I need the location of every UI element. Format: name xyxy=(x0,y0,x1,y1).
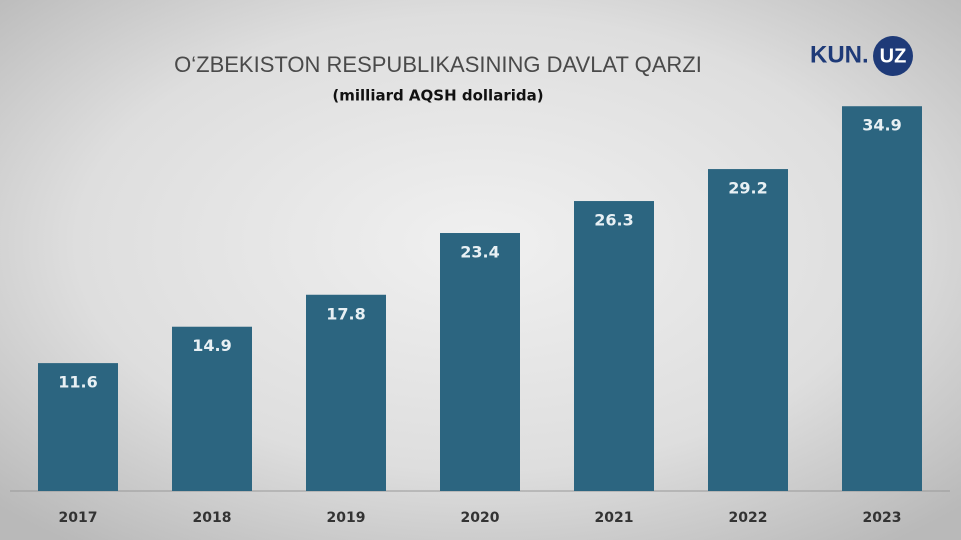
logo-circle xyxy=(873,36,913,76)
data-label: 29.2 xyxy=(728,179,767,198)
x-tick-label: 2020 xyxy=(461,510,500,526)
bar xyxy=(574,201,654,492)
bar xyxy=(172,326,252,491)
bar xyxy=(708,169,788,491)
data-label: 26.3 xyxy=(594,211,633,230)
data-label: 34.9 xyxy=(862,116,901,135)
logo: KUN. UZ xyxy=(810,36,913,76)
bar xyxy=(440,233,520,491)
logo-text: KUN. xyxy=(810,41,869,68)
bar xyxy=(38,363,118,491)
x-tick-label: 2019 xyxy=(327,510,366,526)
bar xyxy=(842,106,922,491)
x-tick-label: 2017 xyxy=(59,510,98,526)
x-tick-label: 2018 xyxy=(193,510,232,526)
data-label: 17.8 xyxy=(326,304,365,323)
bar xyxy=(306,294,386,491)
chart-title: O‘ZBEKISTON RESPUBLIKASINING DAVLAT QARZ… xyxy=(174,52,702,77)
x-tick-label: 2022 xyxy=(729,510,768,526)
x-tick-label: 2021 xyxy=(595,510,634,526)
x-tick-label: 2023 xyxy=(863,510,902,526)
chart-subtitle: (milliard AQSH dollarida) xyxy=(332,87,543,105)
logo-text: UZ xyxy=(880,45,907,67)
data-label: 14.9 xyxy=(192,336,231,355)
data-label: 23.4 xyxy=(460,243,499,262)
data-label: 11.6 xyxy=(58,373,97,392)
